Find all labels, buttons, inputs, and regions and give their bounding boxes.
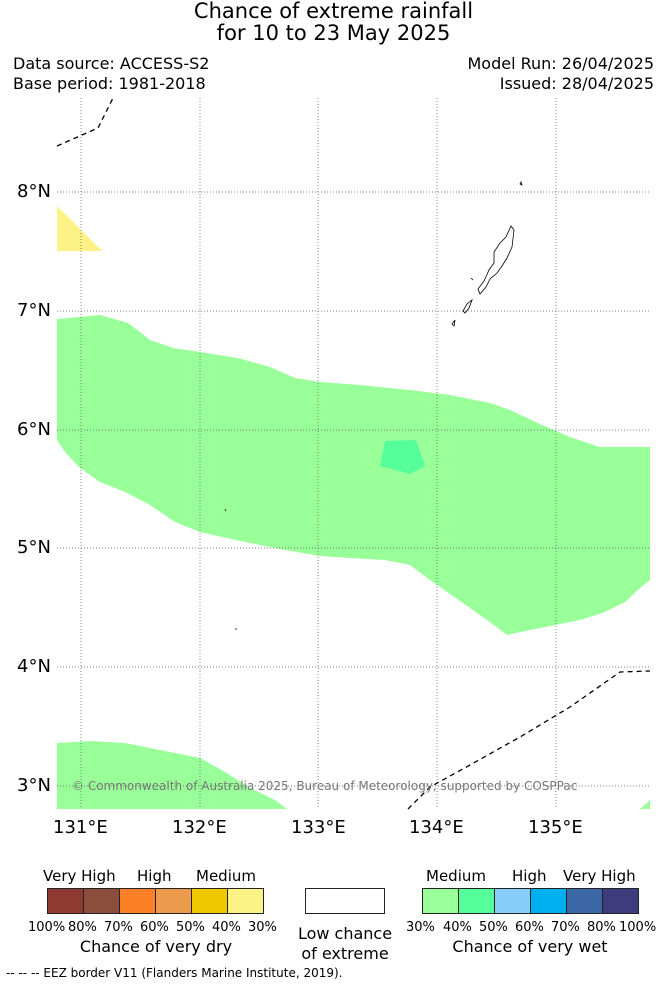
wet-swatch-3 (494, 888, 531, 914)
high-wet-area (380, 440, 425, 474)
dry-swatch-1 (47, 888, 84, 914)
medium-wet-area-southwest (57, 741, 287, 809)
dry-swatch-3 (119, 888, 156, 914)
dry-pct-60: 60% (140, 920, 169, 935)
lat-tick-7n: 7°N (17, 300, 51, 321)
eez-footnote: -- -- -- EEZ border V11 (Flanders Marine… (6, 966, 343, 980)
wet-swatch-4 (530, 888, 567, 914)
dry-pct-50: 50% (176, 920, 205, 935)
data-source: Data source: ACCESS-S2 (13, 54, 210, 73)
dry-swatch-6 (227, 888, 264, 914)
wet-level-very-high: Very High (563, 867, 636, 885)
wet-pct-60: 60% (515, 920, 544, 935)
dry-level-high: High (137, 867, 172, 885)
lat-tick-6n: 6°N (17, 419, 51, 440)
dry-swatch-5 (191, 888, 228, 914)
wet-pct-40: 40% (443, 920, 472, 935)
wet-pct-50: 50% (479, 920, 508, 935)
dry-pct-70: 70% (104, 920, 133, 935)
islands (224, 180, 523, 630)
wet-swatch-5 (566, 888, 603, 914)
lat-tick-3n: 3°N (17, 775, 51, 796)
lon-tick-132e: 132°E (172, 817, 227, 838)
base-period: Base period: 1981-2018 (13, 74, 206, 93)
wet-caption: Chance of very wet (452, 937, 608, 956)
dry-pct-100: 100% (28, 920, 66, 935)
lat-tick-8n: 8°N (17, 181, 51, 202)
issued-date: Issued: 28/04/2025 (499, 74, 654, 93)
dry-swatch-2 (83, 888, 120, 914)
low-caption-line1: Low chance (297, 924, 393, 943)
lat-tick-4n: 4°N (17, 656, 51, 677)
low-chance-swatch (305, 888, 385, 914)
eez-border (56, 97, 651, 810)
lon-tick-131e: 131°E (53, 817, 108, 838)
wet-swatch-6 (602, 888, 639, 914)
wet-pct-30: 30% (406, 920, 435, 935)
map-title-line2: for 10 to 23 May 2025 (216, 21, 451, 45)
low-caption-line2: of extreme (301, 944, 389, 963)
copyright-notice: © Commonwealth of Australia 2025, Bureau… (72, 779, 578, 793)
medium-wet-area-southeast (640, 800, 650, 809)
wet-level-medium: Medium (426, 867, 486, 885)
medium-wet-area (57, 315, 650, 635)
dry-caption: Chance of very dry (79, 937, 233, 956)
wet-pct-80: 80% (587, 920, 616, 935)
dry-pct-80: 80% (68, 920, 97, 935)
dry-pct-40: 40% (212, 920, 241, 935)
wet-level-high: High (512, 867, 547, 885)
dry-level-medium: Medium (196, 867, 256, 885)
medium-dry-area (57, 206, 102, 251)
wet-swatch-1 (422, 888, 459, 914)
lon-tick-133e: 133°E (291, 817, 346, 838)
dry-pct-30: 30% (248, 920, 277, 935)
wet-swatch-2 (458, 888, 495, 914)
lon-tick-134e: 134°E (409, 817, 464, 838)
lat-tick-5n: 5°N (17, 537, 51, 558)
dry-level-very-high: Very High (43, 867, 116, 885)
lon-tick-135e: 135°E (528, 817, 583, 838)
wet-pct-70: 70% (551, 920, 580, 935)
model-run: Model Run: 26/04/2025 (467, 54, 655, 73)
dry-swatch-4 (155, 888, 192, 914)
wet-pct-100: 100% (619, 920, 657, 935)
map-title-line1: Chance of extreme rainfall (193, 0, 474, 23)
